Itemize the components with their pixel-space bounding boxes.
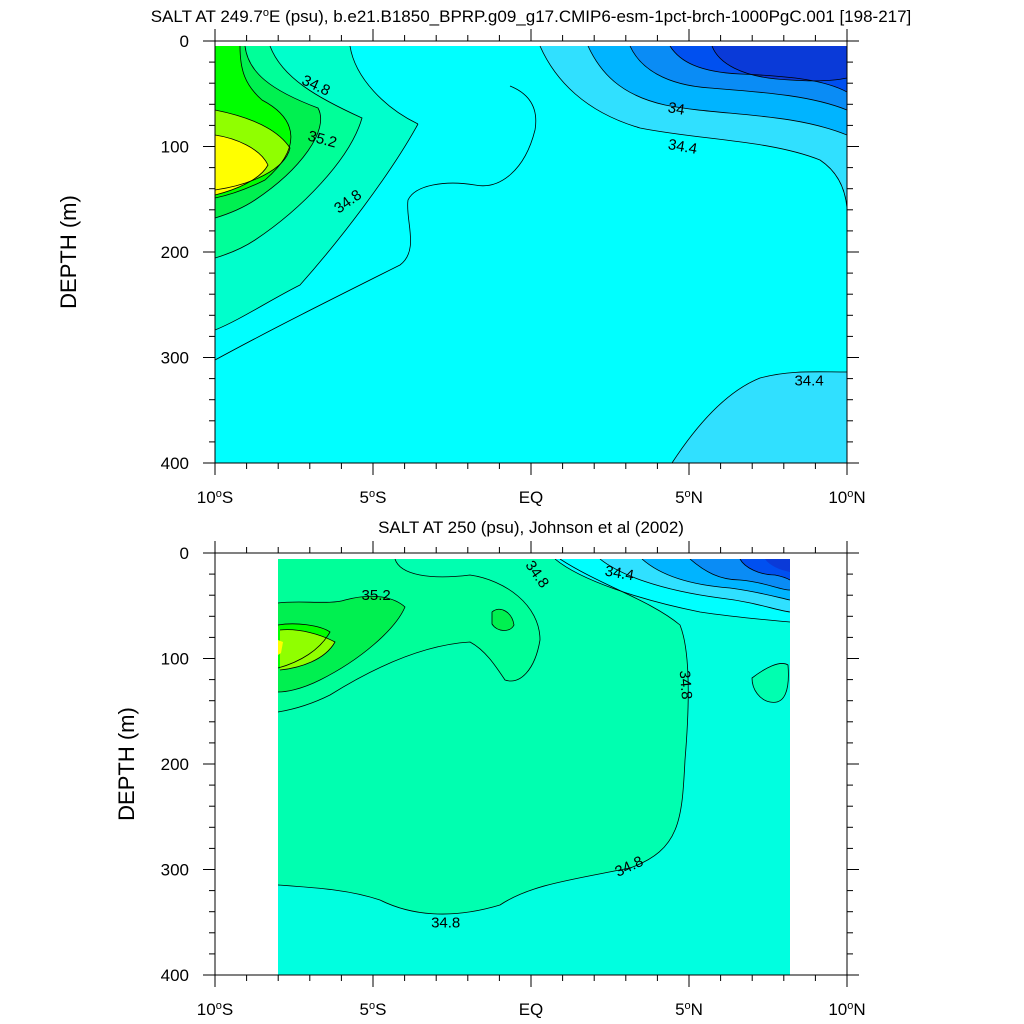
y-tick-label: 0 [180, 544, 189, 563]
x-tick-label: EQ [519, 488, 544, 507]
contour-line [215, 109, 291, 191]
contour-line [215, 134, 269, 196]
fill-band-35.8 [278, 640, 283, 655]
model-salinity-panel: SALT AT 249.7oE (psu), b.e21.B1850_BPRP.… [56, 7, 911, 507]
y-tick-label: 400 [161, 454, 189, 473]
panel-2-title: SALT AT 250 (psu), Johnson et al (2002) [378, 518, 684, 537]
panel-2-contour-fills [278, 559, 790, 975]
contour-line [349, 46, 419, 125]
fill-band-35.2 [278, 596, 405, 692]
y-tick-label: 300 [161, 861, 189, 880]
x-tick-label: 5oN [675, 1000, 703, 1019]
contour-line [711, 46, 847, 82]
contour-line [689, 559, 790, 591]
contour-line [215, 46, 322, 219]
y-tick-label: 200 [161, 243, 189, 262]
panel-1-axes: 0 100 200 300 400 10oS 5oS EQ 5oN 10oN [161, 29, 866, 507]
contour-label: 34.4 [604, 563, 636, 585]
contour-line [278, 595, 406, 693]
panel-1-y-axis-label: DEPTH (m) [56, 195, 81, 309]
y-tick-label: 100 [161, 138, 189, 157]
contour-label: 34 [667, 99, 686, 119]
x-tick-label: 10oS [197, 488, 233, 507]
contour-label: 34.8 [676, 670, 695, 701]
y-tick-label: 100 [161, 650, 189, 669]
contour-line [278, 623, 331, 669]
contour-line [539, 46, 847, 209]
fill-sw-35.8-core [215, 135, 268, 195]
contour-line [215, 123, 419, 331]
x-tick-label: 10oN [828, 488, 865, 507]
y-tick-label: 400 [161, 966, 189, 985]
fill-deep-34.4-band [672, 371, 847, 463]
fill-ne-33.4-band [765, 559, 790, 572]
contour-line [669, 46, 847, 93]
x-tick-label: 10oN [828, 1000, 865, 1019]
contour-line [278, 559, 541, 713]
x-tick-label: 5oN [675, 488, 703, 507]
panel-1-title: SALT AT 249.7oE (psu), b.e21.B1850_BPRP.… [151, 7, 912, 26]
contour-line [215, 46, 363, 259]
contour-line [279, 629, 336, 671]
observed-salinity-panel: SALT AT 250 (psu), Johnson et al (2002) [114, 518, 866, 1019]
fill-band-35.6 [280, 629, 335, 670]
x-tick-label: 5oS [360, 1000, 387, 1019]
fill-island-35.0 [492, 609, 514, 631]
panel-1-contour-fills [215, 46, 847, 463]
contour-label: 34.8 [431, 914, 460, 931]
contour-line [215, 85, 537, 361]
contour-line [587, 46, 847, 136]
contour-line [599, 559, 790, 613]
x-tick-label: 10oS [197, 1000, 233, 1019]
contour-label: 35.2 [362, 587, 391, 604]
contour-line [671, 371, 847, 463]
contour-line [278, 559, 689, 915]
contour-label: 34.4 [667, 136, 699, 158]
contour-line [629, 46, 847, 111]
fill-island-34.8 [752, 663, 789, 703]
panel-2-axes: 0 100 200 300 400 10oS 5oS EQ 5oN 10oN [161, 541, 866, 1019]
x-tick-label: 5oS [360, 488, 387, 507]
fill-ne-33.6-band [712, 46, 847, 81]
contour-label: 34.4 [794, 373, 823, 390]
contour-line [641, 559, 790, 601]
contour-line [491, 608, 515, 631]
fill-band-35.0 [278, 559, 540, 712]
y-tick-label: 200 [161, 755, 189, 774]
contour-line [739, 559, 790, 581]
y-tick-label: 0 [180, 32, 189, 51]
contour-line [554, 559, 790, 623]
contour-label: 35.2 [306, 128, 339, 152]
contour-line [215, 46, 292, 199]
y-tick-label: 300 [161, 349, 189, 368]
panel-2-y-axis-label: DEPTH (m) [114, 707, 139, 821]
x-tick-label: EQ [519, 1000, 544, 1019]
contour-line [751, 663, 789, 703]
